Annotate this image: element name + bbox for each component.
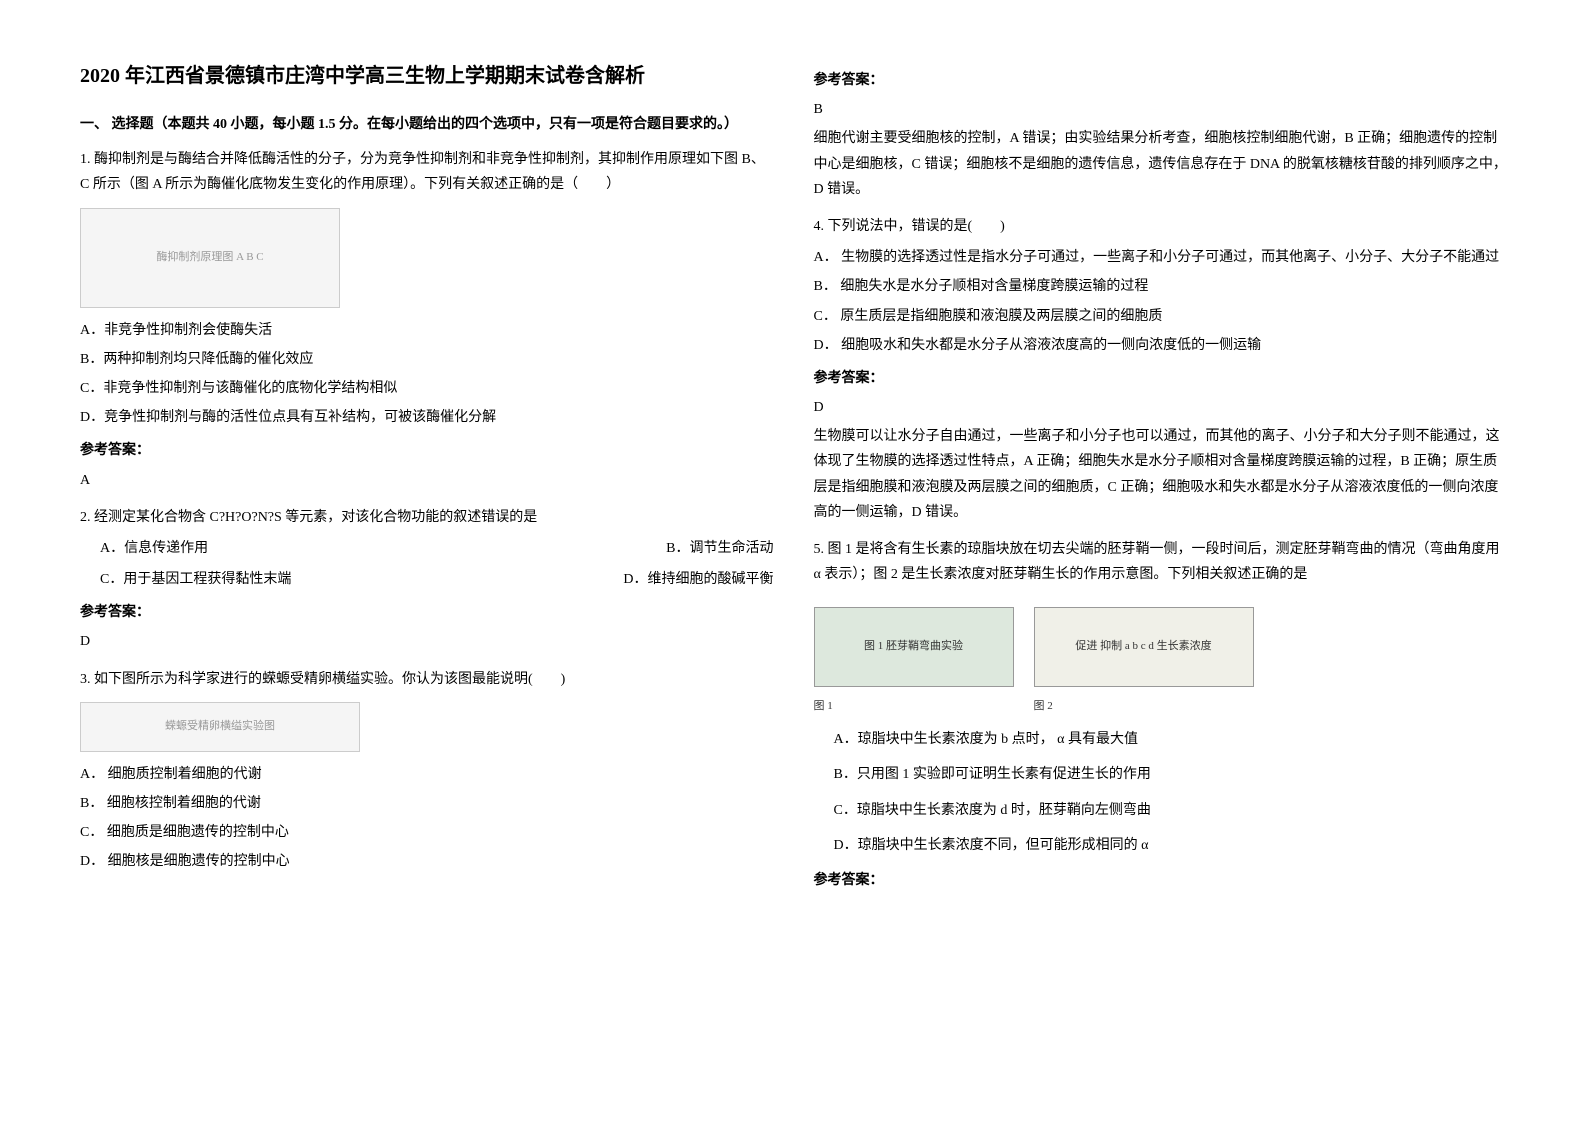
q4-stem: 4. 下列说法中，错误的是( ) [814,214,1508,239]
q2-option-b: B．调节生命活动 [666,536,773,561]
left-column: 2020 年江西省景德镇市庄湾中学高三生物上学期期末试卷含解析 一、 选择题（本… [80,60,774,905]
q5-figure-1-label: 图 1 [814,697,1014,717]
q1-option-d: D．竞争性抑制剂与酶的活性位点具有互补结构，可被该酶催化分解 [80,405,774,430]
q1-stem: 1. 酶抑制剂是与酶结合并降低酶活性的分子，分为竞争性抑制剂和非竞争性抑制剂，其… [80,147,774,197]
q5-figure-1-wrap: 图 1 胚芽鞘弯曲实验 图 1 [814,597,1014,717]
q3-figure: 蝾螈受精卵横缢实验图 [80,702,360,752]
q1-option-a: A．非竞争性抑制剂会使酶失活 [80,318,774,343]
q4-answer: D [814,395,1508,420]
q3-option-a: A． 细胞质控制着细胞的代谢 [80,762,774,787]
q2-option-c: C．用于基因工程获得黏性末端 [100,567,291,592]
q1-option-b: B．两种抑制剂均只降低酶的催化效应 [80,347,774,372]
q3-figure-alt: 蝾螈受精卵横缢实验图 [165,717,275,737]
question-1: 1. 酶抑制剂是与酶结合并降低酶活性的分子，分为竞争性抑制剂和非竞争性抑制剂，其… [80,147,774,493]
q5-option-b: B．只用图 1 实验即可证明生长素有促进生长的作用 [814,762,1508,787]
question-4: 4. 下列说法中，错误的是( ) A． 生物膜的选择透过性是指水分子可通过，一些… [814,214,1508,525]
q2-answer: D [80,629,774,654]
q5-figure-2-axis: 促进 抑制 a b c d 生长素浓度 [1075,637,1211,657]
section-1-header: 一、 选择题（本题共 40 小题，每小题 1.5 分。在每小题给出的四个选项中，… [80,112,774,137]
q2-answer-label: 参考答案： [80,600,774,625]
q3-option-b: B． 细胞核控制着细胞的代谢 [80,791,774,816]
q5-options: A．琼脂块中生长素浓度为 b 点时， α 具有最大值 B．只用图 1 实验即可证… [814,727,1508,858]
right-column: 参考答案： B 细胞代谢主要受细胞核的控制，A 错误；由实验结果分析考查，细胞核… [814,60,1508,905]
question-3-answer: 参考答案： B 细胞代谢主要受细胞核的控制，A 错误；由实验结果分析考查，细胞核… [814,68,1508,202]
q3-option-d: D． 细胞核是细胞遗传的控制中心 [80,849,774,874]
q5-figures: 图 1 胚芽鞘弯曲实验 图 1 促进 抑制 a b c d 生长素浓度 图 2 [814,597,1508,717]
q3-answer-label: 参考答案： [814,68,1508,93]
question-5: 5. 图 1 是将含有生长素的琼脂块放在切去尖端的胚芽鞘一侧，一段时间后，测定胚… [814,537,1508,893]
q5-answer-label: 参考答案： [814,868,1508,893]
q1-option-c: C．非竞争性抑制剂与该酶催化的底物化学结构相似 [80,376,774,401]
q3-option-c: C． 细胞质是细胞遗传的控制中心 [80,820,774,845]
q5-stem: 5. 图 1 是将含有生长素的琼脂块放在切去尖端的胚芽鞘一侧，一段时间后，测定胚… [814,537,1508,587]
q5-figure-1: 图 1 胚芽鞘弯曲实验 [814,607,1014,687]
q5-figure-2-wrap: 促进 抑制 a b c d 生长素浓度 图 2 [1034,597,1254,717]
q1-figure: 酶抑制剂原理图 A B C [80,208,340,308]
q2-option-d: D．维持细胞的酸碱平衡 [623,567,773,592]
q5-figure-2-label: 图 2 [1034,697,1254,717]
q4-option-b: B． 细胞失水是水分子顺相对含量梯度跨膜运输的过程 [814,274,1508,299]
q1-figure-alt: 酶抑制剂原理图 A B C [156,248,263,268]
q4-option-c: C． 原生质层是指细胞膜和液泡膜及两层膜之间的细胞质 [814,304,1508,329]
question-3: 3. 如下图所示为科学家进行的蝾螈受精卵横缢实验。你认为该图最能说明( ) 蝾螈… [80,667,774,875]
q3-stem: 3. 如下图所示为科学家进行的蝾螈受精卵横缢实验。你认为该图最能说明( ) [80,667,774,692]
q5-option-c: C．琼脂块中生长素浓度为 d 时，胚芽鞘向左侧弯曲 [814,798,1508,823]
q4-option-d: D． 细胞吸水和失水都是水分子从溶液浓度高的一侧向浓度低的一侧运输 [814,333,1508,358]
q4-explanation: 生物膜可以让水分子自由通过，一些离子和小分子也可以通过，而其他的离子、小分子和大… [814,424,1508,525]
q4-answer-label: 参考答案： [814,366,1508,391]
page-container: 2020 年江西省景德镇市庄湾中学高三生物上学期期末试卷含解析 一、 选择题（本… [80,60,1507,905]
q4-option-a: A． 生物膜的选择透过性是指水分子可通过，一些离子和小分子可通过，而其他离子、小… [814,245,1508,270]
q5-figure-1-alt: 图 1 胚芽鞘弯曲实验 [864,637,963,657]
q3-answer: B [814,97,1508,122]
q5-figure-2: 促进 抑制 a b c d 生长素浓度 [1034,607,1254,687]
q2-stem: 2. 经测定某化合物含 C?H?O?N?S 等元素，对该化合物功能的叙述错误的是 [80,505,774,530]
exam-title: 2020 年江西省景德镇市庄湾中学高三生物上学期期末试卷含解析 [80,60,774,92]
q1-answer-label: 参考答案： [80,438,774,463]
q5-option-a: A．琼脂块中生长素浓度为 b 点时， α 具有最大值 [814,727,1508,752]
q2-option-a: A．信息传递作用 [100,536,208,561]
q5-option-d: D．琼脂块中生长素浓度不同，但可能形成相同的 α [814,833,1508,858]
q1-answer: A [80,468,774,493]
q3-explanation: 细胞代谢主要受细胞核的控制，A 错误；由实验结果分析考查，细胞核控制细胞代谢，B… [814,126,1508,202]
question-2: 2. 经测定某化合物含 C?H?O?N?S 等元素，对该化合物功能的叙述错误的是… [80,505,774,655]
